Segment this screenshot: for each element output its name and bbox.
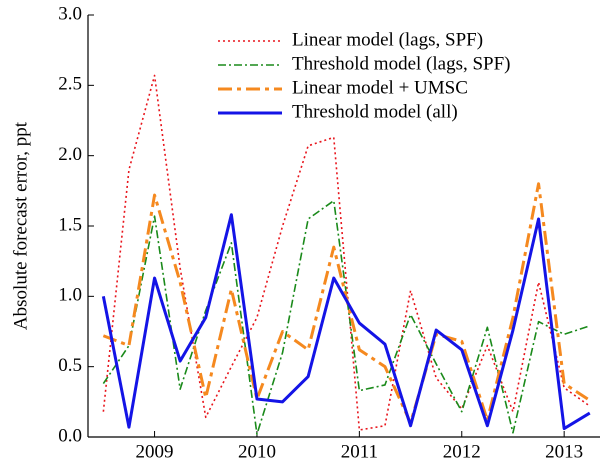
series-line <box>102 74 591 431</box>
y-axis-label: Absolute forecast error, ppt <box>10 121 31 330</box>
legend-label: Threshold model (all) <box>292 101 458 122</box>
y-tick-label: 0.5 <box>58 355 82 376</box>
y-tick-label: 2.5 <box>58 74 82 95</box>
legend-label: Threshold model (lags, SPF) <box>292 53 511 74</box>
y-tick-label: 1.5 <box>58 214 82 235</box>
y-tick-label: 3.0 <box>58 3 82 24</box>
legend-label: Linear model (lags, SPF) <box>292 29 483 50</box>
x-tick-label: 2013 <box>545 441 583 462</box>
y-tick-label: 2.0 <box>58 144 82 165</box>
series-line <box>101 213 591 431</box>
y-tick-label: 1.0 <box>58 285 82 306</box>
x-tick-label: 2011 <box>341 441 378 462</box>
x-tick-label: 2010 <box>238 441 276 462</box>
y-tick-label: 0.0 <box>58 425 82 446</box>
x-tick-label: 2009 <box>136 441 174 462</box>
legend-label: Linear model + UMSC <box>292 77 468 98</box>
x-tick-label: 2012 <box>443 441 481 462</box>
